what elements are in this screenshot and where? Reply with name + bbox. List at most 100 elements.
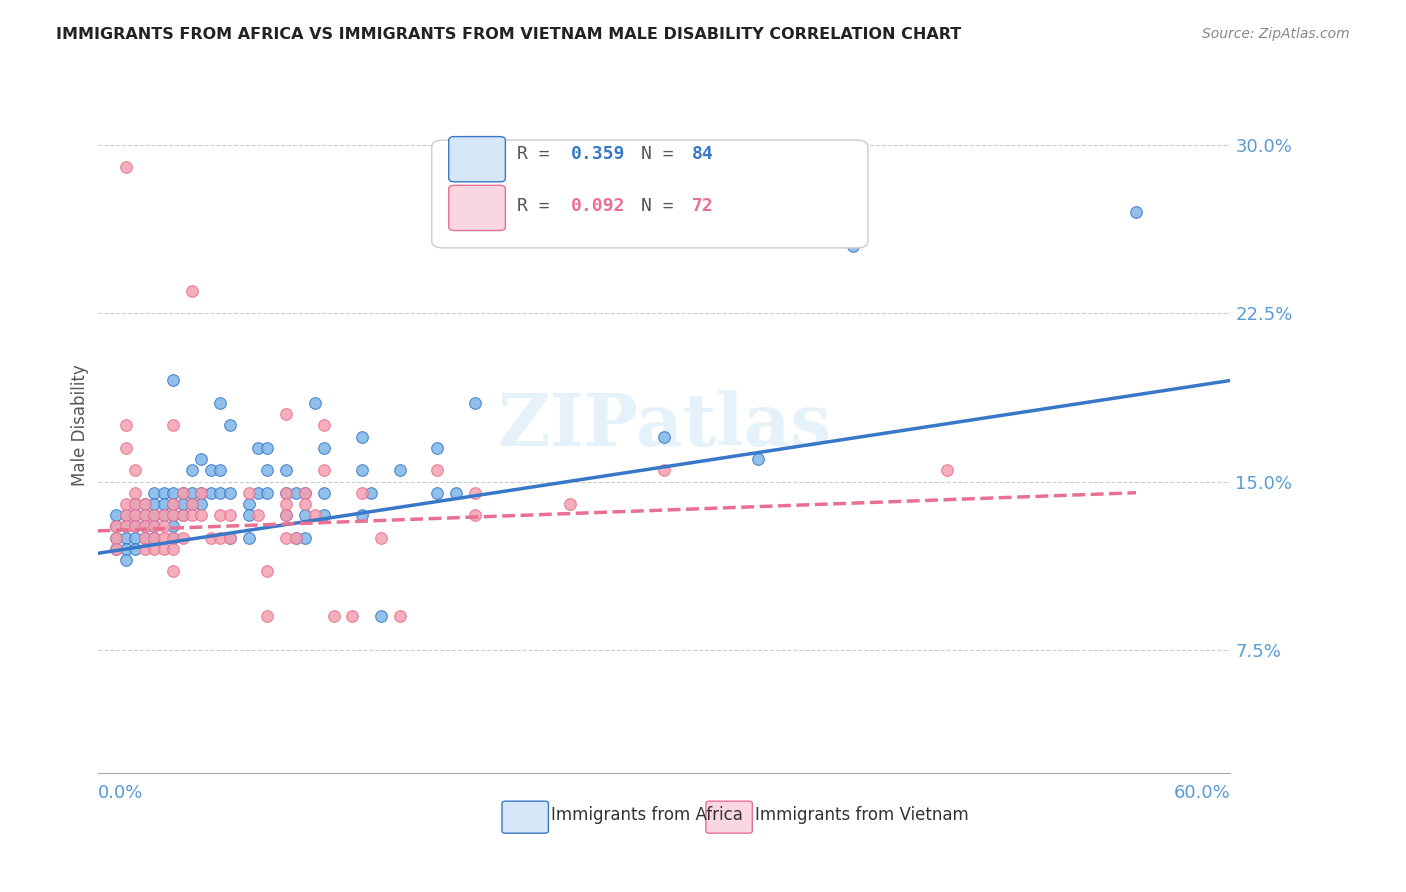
Text: Source: ZipAtlas.com: Source: ZipAtlas.com xyxy=(1202,27,1350,41)
Point xyxy=(181,508,204,523)
Point xyxy=(1125,205,1147,219)
Point xyxy=(115,553,138,567)
Text: 72: 72 xyxy=(692,197,714,215)
Point xyxy=(124,531,146,545)
Point xyxy=(276,508,298,523)
Point xyxy=(124,519,146,533)
Text: 60.0%: 60.0% xyxy=(1174,784,1230,802)
Point xyxy=(304,396,326,410)
Point xyxy=(152,541,174,556)
Point xyxy=(652,463,675,477)
Point xyxy=(200,531,222,545)
Point xyxy=(238,485,260,500)
Point xyxy=(190,485,212,500)
Point xyxy=(209,531,232,545)
Point xyxy=(162,497,184,511)
Point xyxy=(294,508,316,523)
FancyBboxPatch shape xyxy=(502,801,548,833)
Point xyxy=(284,531,307,545)
Point xyxy=(143,531,166,545)
Point xyxy=(105,531,128,545)
Point xyxy=(350,508,373,523)
Point xyxy=(115,441,138,455)
Point xyxy=(276,463,298,477)
Point xyxy=(105,519,128,533)
Point xyxy=(134,497,156,511)
Text: 0.0%: 0.0% xyxy=(97,784,143,802)
Point xyxy=(426,485,449,500)
Point xyxy=(276,485,298,500)
Point xyxy=(314,508,336,523)
Point xyxy=(276,531,298,545)
Point xyxy=(218,508,240,523)
FancyBboxPatch shape xyxy=(706,801,752,833)
Point xyxy=(350,463,373,477)
Point xyxy=(134,531,156,545)
Point xyxy=(256,463,278,477)
Y-axis label: Male Disability: Male Disability xyxy=(72,365,89,486)
Text: 84: 84 xyxy=(692,145,714,163)
Point xyxy=(426,441,449,455)
Point xyxy=(181,497,204,511)
Point xyxy=(152,508,174,523)
Point xyxy=(124,485,146,500)
Point xyxy=(350,429,373,443)
Point xyxy=(181,485,204,500)
Point xyxy=(115,541,138,556)
Point xyxy=(124,508,146,523)
Point xyxy=(284,485,307,500)
Point xyxy=(105,519,128,533)
Point xyxy=(209,508,232,523)
Point xyxy=(124,541,146,556)
Point xyxy=(162,508,184,523)
Point xyxy=(124,508,146,523)
Point xyxy=(304,508,326,523)
Point xyxy=(152,519,174,533)
Point xyxy=(115,160,138,174)
Point xyxy=(558,497,581,511)
Point xyxy=(115,418,138,433)
Point xyxy=(162,508,184,523)
Point xyxy=(190,452,212,467)
FancyBboxPatch shape xyxy=(432,140,868,248)
Point xyxy=(247,485,270,500)
Point xyxy=(388,463,411,477)
Text: Immigrants from Vietnam: Immigrants from Vietnam xyxy=(755,806,969,824)
Point xyxy=(134,508,156,523)
Text: IMMIGRANTS FROM AFRICA VS IMMIGRANTS FROM VIETNAM MALE DISABILITY CORRELATION CH: IMMIGRANTS FROM AFRICA VS IMMIGRANTS FRO… xyxy=(56,27,962,42)
Point xyxy=(294,531,316,545)
Text: N =: N = xyxy=(641,145,685,163)
Point xyxy=(134,508,156,523)
Point xyxy=(256,485,278,500)
Point xyxy=(134,541,156,556)
Point xyxy=(105,541,128,556)
Point xyxy=(256,609,278,624)
Point xyxy=(115,508,138,523)
Text: Immigrants from Africa: Immigrants from Africa xyxy=(551,806,742,824)
Point xyxy=(115,508,138,523)
Point xyxy=(342,609,364,624)
Point xyxy=(134,519,156,533)
Point xyxy=(218,485,240,500)
Point xyxy=(842,239,865,253)
Point xyxy=(247,441,270,455)
Point xyxy=(162,374,184,388)
Point xyxy=(162,531,184,545)
Point xyxy=(162,531,184,545)
Point xyxy=(115,497,138,511)
Point xyxy=(256,441,278,455)
Point xyxy=(218,531,240,545)
Point xyxy=(314,485,336,500)
Point xyxy=(172,531,194,545)
Point xyxy=(162,485,184,500)
Point xyxy=(446,485,468,500)
Point xyxy=(134,497,156,511)
Point xyxy=(370,609,392,624)
Point xyxy=(314,463,336,477)
FancyBboxPatch shape xyxy=(449,136,505,182)
Point xyxy=(209,396,232,410)
Point xyxy=(152,485,174,500)
Point xyxy=(115,519,138,533)
Point xyxy=(124,463,146,477)
Point xyxy=(115,531,138,545)
